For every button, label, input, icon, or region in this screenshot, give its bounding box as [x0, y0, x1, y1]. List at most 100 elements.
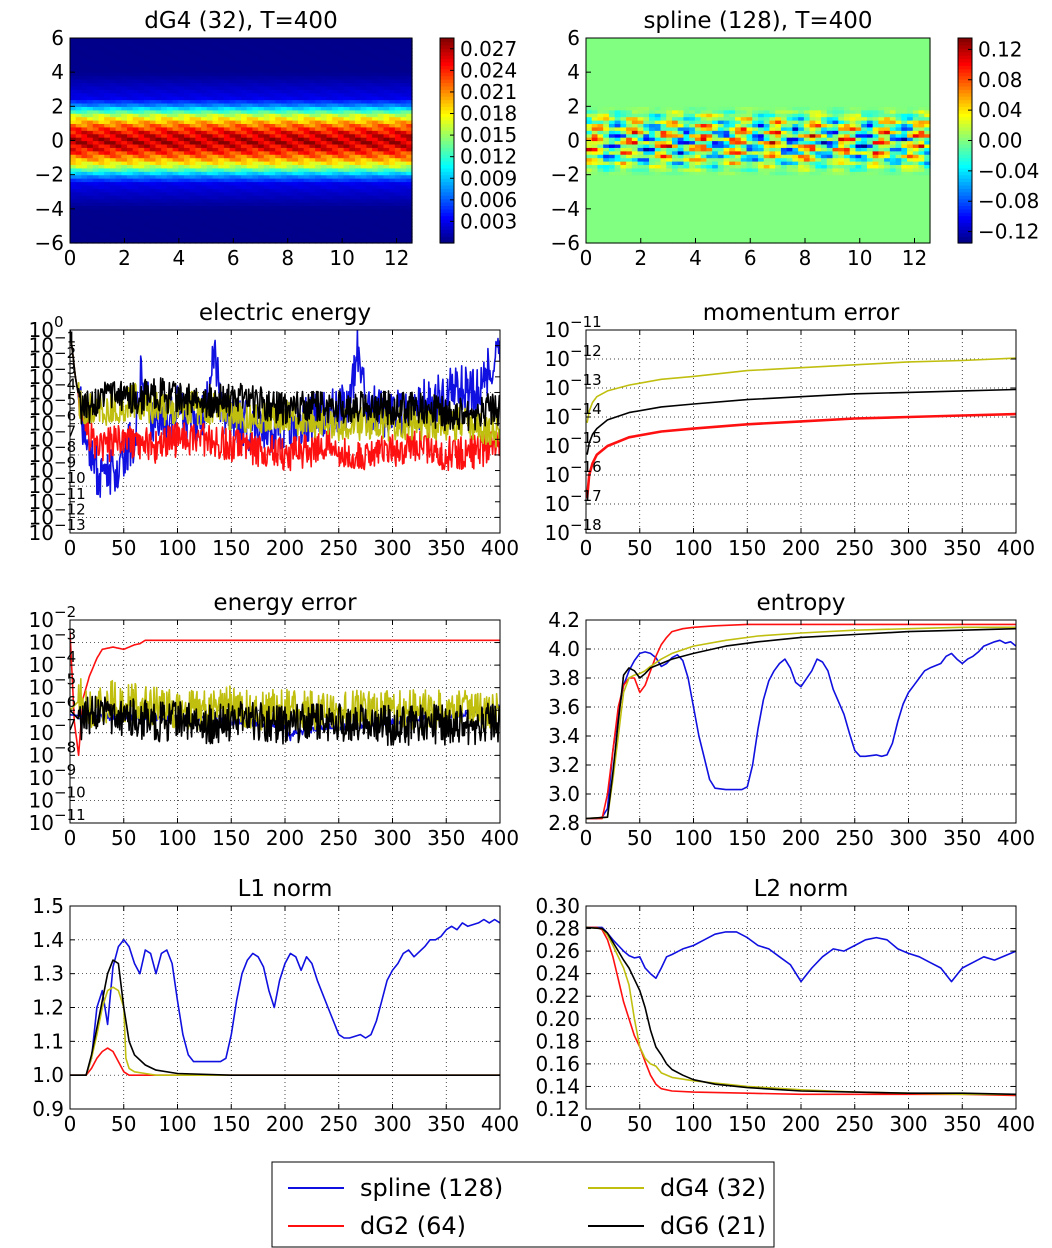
heatmap-cell — [104, 225, 111, 230]
heatmap-cell — [229, 55, 236, 60]
heatmap-cell — [389, 225, 396, 230]
heatmap-cell — [372, 102, 379, 107]
heatmap-cell — [660, 195, 667, 200]
heatmap-cell — [603, 171, 610, 176]
heatmap-cell — [683, 38, 690, 43]
heatmap-cell — [178, 229, 185, 234]
heatmap-cell — [315, 181, 322, 186]
heatmap-cell — [75, 198, 82, 203]
heatmap-cell — [172, 191, 179, 196]
heatmap-cell — [626, 215, 633, 220]
heatmap-cell — [212, 58, 219, 63]
heatmap-cell — [343, 212, 350, 217]
heatmap-cell — [161, 147, 168, 152]
heatmap-cell — [303, 116, 310, 121]
heatmap-cell — [597, 181, 604, 186]
heatmap-cell — [637, 212, 644, 217]
heatmap-cell — [155, 191, 162, 196]
heatmap-cell — [115, 171, 122, 176]
heatmap-cell — [649, 236, 656, 241]
heatmap-cell — [694, 147, 702, 152]
heatmap-cell — [591, 130, 599, 135]
heatmap-cell — [620, 109, 627, 114]
heatmap-cell — [309, 38, 316, 43]
heatmap-cell — [87, 164, 94, 169]
heatmap-cell — [195, 181, 202, 186]
heatmap-cell — [343, 102, 350, 107]
heatmap-cell — [70, 65, 77, 70]
heatmap-cell — [654, 236, 662, 241]
heatmap-cell — [360, 167, 367, 172]
heatmap-cell — [280, 55, 288, 60]
heatmap-cell — [614, 38, 621, 43]
heatmap-cell — [343, 167, 350, 172]
heatmap-cell — [355, 120, 362, 125]
heatmap-cell — [400, 191, 407, 196]
heatmap-cell — [144, 195, 151, 200]
heatmap-cell — [115, 65, 122, 70]
heatmap-cell — [597, 41, 604, 46]
heatmap-cell — [603, 89, 610, 94]
heatmap-cell — [172, 72, 179, 77]
heatmap-cell — [189, 215, 196, 220]
heatmap-cell — [591, 44, 599, 49]
heatmap-cell — [666, 99, 673, 104]
heatmap-cell — [132, 89, 139, 94]
heatmap-cell — [309, 215, 316, 220]
heatmap-cell — [591, 92, 599, 97]
heatmap-cell — [286, 89, 293, 94]
heatmap-cell — [360, 181, 367, 186]
heatmap-cell — [309, 68, 316, 73]
heatmap-cell — [212, 140, 219, 145]
heatmap-cell — [298, 195, 305, 200]
heatmap-cell — [286, 150, 293, 155]
heatmap-cell — [383, 68, 390, 73]
heatmap-cell — [400, 229, 407, 234]
heatmap-cell — [389, 102, 396, 107]
heatmap-cell — [366, 181, 373, 186]
heatmap-cell — [275, 181, 282, 186]
heatmap-cell — [109, 130, 117, 135]
heatmap-cell — [620, 174, 627, 179]
heatmap-cell — [320, 65, 328, 70]
heatmap-cell — [104, 191, 111, 196]
heatmap-cell — [223, 174, 231, 179]
heatmap-cell — [332, 157, 339, 162]
heatmap-cell — [292, 147, 299, 152]
heatmap-cell — [400, 116, 407, 121]
heatmap-cell — [184, 202, 191, 207]
heatmap-cell — [643, 58, 650, 63]
heatmap-cell — [184, 109, 191, 114]
heatmap-cell — [195, 120, 202, 125]
heatmap-cell — [343, 147, 350, 152]
heatmap-cell — [343, 89, 350, 94]
heatmap-cell — [121, 164, 128, 169]
heatmap-cell — [292, 89, 299, 94]
heatmap-cell — [683, 157, 690, 162]
heatmap-cell — [303, 212, 310, 217]
heatmap-cell — [75, 212, 82, 217]
heatmap-cell — [132, 191, 139, 196]
heatmap-cell — [643, 96, 650, 101]
heatmap-cell — [189, 225, 196, 230]
heatmap-cell — [332, 150, 339, 155]
heatmap-cell — [178, 143, 185, 148]
heatmap-cell — [195, 239, 202, 244]
heatmap-cell — [144, 41, 151, 46]
heatmap-cell — [603, 219, 610, 224]
heatmap-cell — [286, 191, 293, 196]
heatmap-cell — [155, 236, 162, 241]
heatmap-cell — [603, 82, 610, 87]
heatmap-cell — [138, 205, 145, 210]
heatmap-cell — [309, 85, 316, 90]
heatmap-cell — [643, 133, 650, 138]
heatmap-cell — [394, 188, 402, 193]
heatmap-cell — [383, 188, 390, 193]
heatmap-cell — [189, 89, 196, 94]
heatmap-cell — [75, 188, 82, 193]
heatmap-cell — [303, 96, 310, 101]
heatmap-cell — [672, 130, 679, 135]
heatmap-cell — [643, 174, 650, 179]
heatmap-cell — [372, 123, 379, 128]
heatmap-cell — [343, 222, 350, 227]
